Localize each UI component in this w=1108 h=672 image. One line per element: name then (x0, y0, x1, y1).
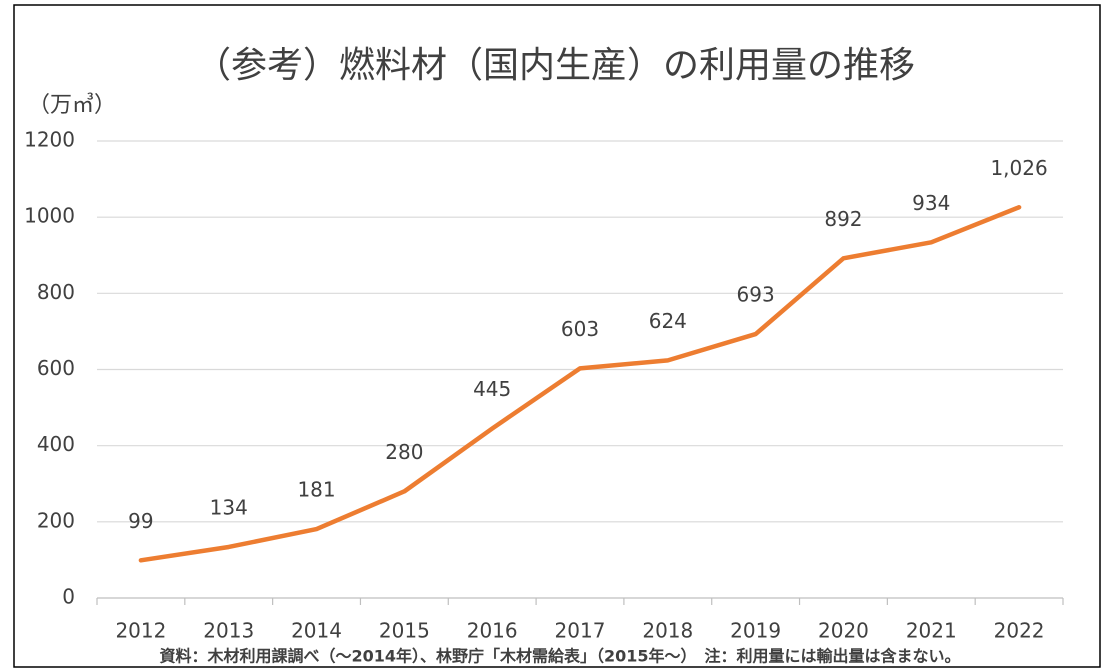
y-tick-label: 600 (37, 356, 75, 380)
x-tick-label: 2020 (818, 619, 869, 643)
y-tick-label: 1200 (24, 128, 75, 152)
data-label: 181 (297, 478, 335, 502)
x-tick-label: 2022 (994, 619, 1045, 643)
data-label: 134 (210, 495, 248, 519)
y-tick-label: 800 (37, 280, 75, 304)
x-tick-label: 2021 (906, 619, 957, 643)
source-note: 資料：木材利用課調べ（～2014年）、林野庁「木材需給表」（2015年～） 注：… (159, 647, 960, 666)
data-line (138, 205, 1022, 563)
x-tick-label: 2018 (642, 619, 693, 643)
data-label: 603 (561, 317, 599, 341)
data-label: 934 (912, 191, 950, 215)
x-tick-label: 2014 (291, 619, 342, 643)
y-tick-label: 0 (62, 585, 75, 609)
y-tick-label: 1000 (24, 204, 75, 228)
y-tick-label: 200 (37, 508, 75, 532)
x-tick-label: 2013 (203, 619, 254, 643)
y-tick-label: 400 (37, 432, 75, 456)
data-label: 99 (128, 509, 153, 533)
data-label: 693 (737, 283, 775, 307)
x-tick-label: 2015 (379, 619, 430, 643)
x-tick-label: 2017 (555, 619, 606, 643)
data-label: 280 (385, 440, 423, 464)
chart-title: （参考）燃料材（国内生産）の利用量の推移 (195, 45, 915, 86)
x-tick-label: 2016 (467, 619, 518, 643)
x-tick-label: 2019 (730, 619, 781, 643)
data-label: 1,026 (990, 156, 1047, 180)
data-label: 892 (824, 207, 862, 231)
y-axis-unit: （万㎥） (28, 92, 116, 118)
x-tick-label: 2012 (115, 619, 166, 643)
chart-border (13, 4, 1101, 668)
data-label: 624 (649, 309, 687, 333)
data-label: 445 (473, 377, 511, 401)
